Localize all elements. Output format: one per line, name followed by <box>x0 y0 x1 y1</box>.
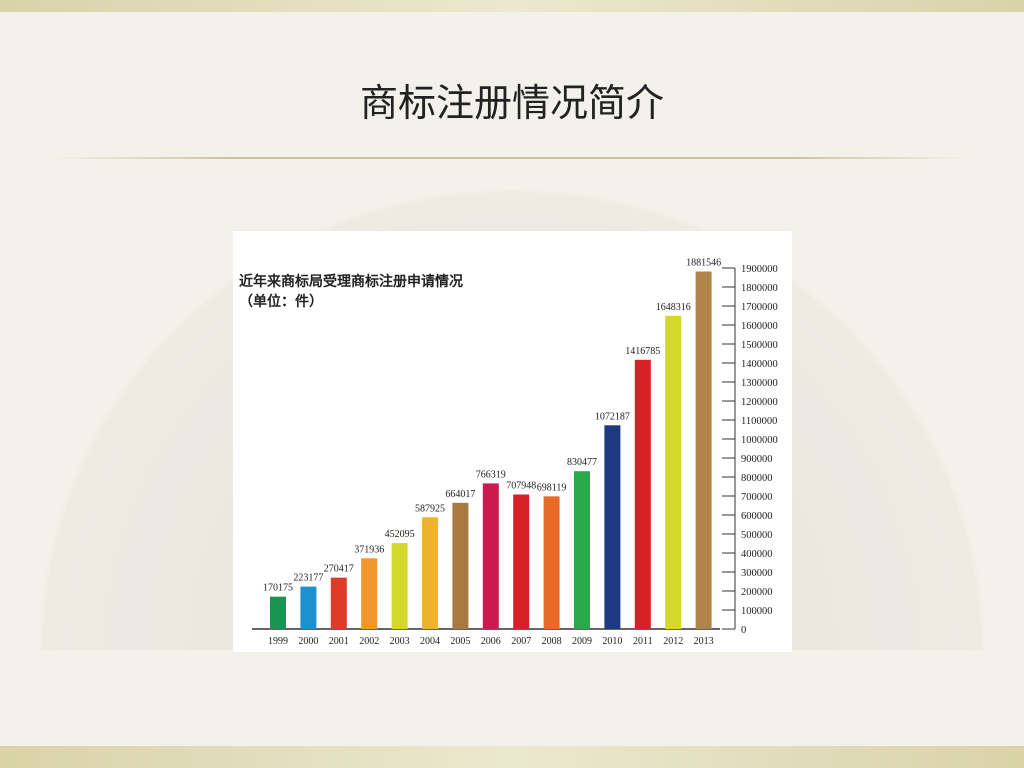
slide-title: 商标注册情况简介 <box>359 81 664 125</box>
data-label: 170175 <box>263 583 293 594</box>
bar-2006 <box>482 483 499 629</box>
bar-2000 <box>300 586 317 629</box>
y-tick-label: 1200000 <box>741 397 778 408</box>
data-label: 698119 <box>537 482 567 493</box>
y-tick-label: 1500000 <box>741 340 778 351</box>
data-label: 1648316 <box>656 302 691 313</box>
y-tick-label: 100000 <box>741 606 773 617</box>
data-label: 707948 <box>506 480 536 491</box>
x-tick-label: 2009 <box>572 636 592 647</box>
data-label: 223177 <box>293 573 323 584</box>
chart-unit: （单位：件） <box>239 294 323 310</box>
x-tick-label: 2008 <box>542 636 562 647</box>
chart-title: 近年来商标局受理商标注册申请情况 <box>239 274 463 290</box>
y-tick-label: 400000 <box>741 549 773 560</box>
y-tick-label: 600000 <box>741 511 773 522</box>
bar-2003 <box>391 543 408 629</box>
y-tick-label: 300000 <box>741 568 773 579</box>
x-tick-label: 2000 <box>298 636 318 647</box>
bar-1999 <box>270 596 286 629</box>
bar-2007 <box>513 494 530 629</box>
x-tick-label: 2011 <box>633 636 653 647</box>
data-label: 587925 <box>415 503 445 514</box>
data-label: 1072187 <box>595 411 630 422</box>
x-tick-label: 2003 <box>390 636 410 647</box>
data-label: 766319 <box>476 469 506 480</box>
y-tick-label: 900000 <box>741 454 773 465</box>
data-label: 371936 <box>354 544 384 555</box>
bar-2008 <box>543 496 560 629</box>
bar-2010 <box>604 425 621 629</box>
x-tick-label: 2012 <box>663 636 683 647</box>
title-divider <box>50 157 972 159</box>
x-tick-label: 1999 <box>268 636 288 647</box>
data-label: 1416785 <box>625 346 660 357</box>
data-label: 270417 <box>324 564 354 575</box>
data-label: 664017 <box>445 489 475 500</box>
y-tick-label: 800000 <box>741 473 773 484</box>
y-tick-label: 700000 <box>741 492 773 503</box>
y-tick-label: 0 <box>741 625 746 636</box>
y-tick-label: 500000 <box>741 530 773 541</box>
data-label: 830477 <box>567 457 597 468</box>
bar-2004 <box>422 517 438 629</box>
top-decor-band <box>0 0 1024 12</box>
x-tick-label: 2010 <box>602 636 622 647</box>
bar-2001 <box>330 577 347 629</box>
bar-2011 <box>634 359 651 629</box>
data-label: 452095 <box>385 529 415 540</box>
y-tick-label: 1100000 <box>741 416 777 427</box>
x-tick-label: 2002 <box>359 636 379 647</box>
y-tick-label: 1400000 <box>741 359 778 370</box>
y-tick-label: 1700000 <box>741 302 778 313</box>
x-tick-label: 2013 <box>694 636 714 647</box>
bar-2009 <box>574 471 590 629</box>
y-tick-label: 1300000 <box>741 378 778 389</box>
y-tick-label: 1800000 <box>741 283 778 294</box>
y-tick-label: 1900000 <box>741 264 778 275</box>
bottom-decor-band <box>0 746 1024 768</box>
y-tick-label: 1600000 <box>741 321 778 332</box>
bar-2012 <box>665 315 682 629</box>
bar-2013 <box>695 271 712 629</box>
bar-chart: 近年来商标局受理商标注册申请情况 （单位：件） 0 100000 200000 300… <box>233 231 792 652</box>
x-tick-label: 2006 <box>481 636 501 647</box>
data-label: 1881546 <box>686 258 721 269</box>
chart-plot: 0 100000 200000 300000 400000 500000 600000 700… <box>252 258 778 647</box>
bar-2002 <box>361 558 378 629</box>
bar-2005 <box>452 502 469 629</box>
x-tick-label: 2005 <box>450 636 470 647</box>
y-tick-label: 1000000 <box>741 435 778 446</box>
x-tick-label: 2007 <box>511 636 531 647</box>
x-tick-label: 2004 <box>420 636 440 647</box>
x-tick-label: 2001 <box>329 636 349 647</box>
y-tick-label: 200000 <box>741 587 773 598</box>
